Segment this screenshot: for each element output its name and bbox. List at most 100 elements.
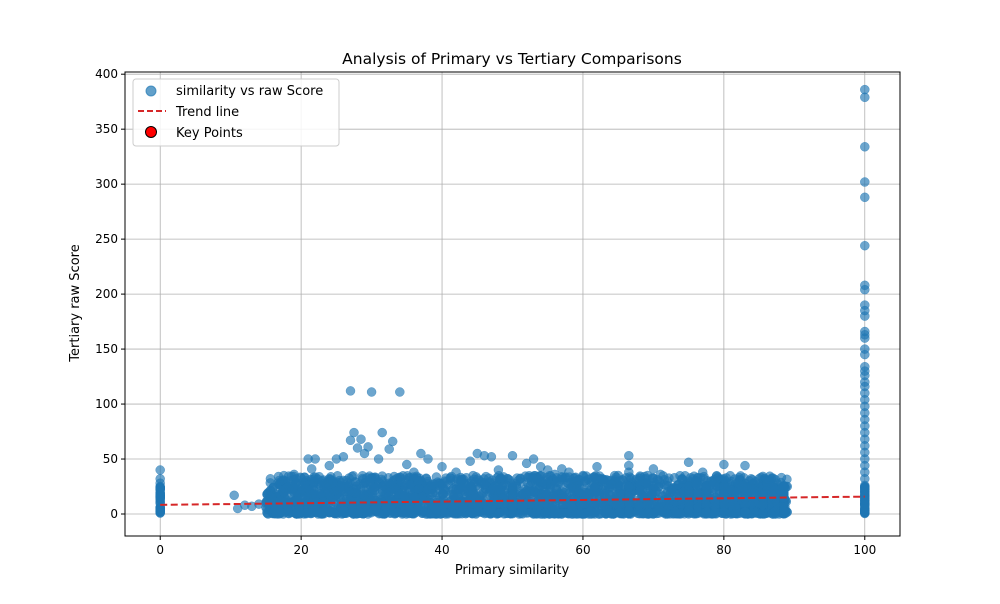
data-point (782, 481, 793, 492)
x-tick-label: 60 (575, 543, 590, 557)
data-point (568, 503, 578, 514)
data-point (719, 507, 729, 517)
data-point (426, 480, 437, 490)
data-point (614, 507, 625, 517)
data-point (647, 489, 657, 499)
data-point (768, 473, 778, 483)
data-point (552, 508, 563, 519)
y-tick-label: 0 (110, 507, 118, 521)
data-point (507, 483, 518, 493)
data-point (395, 387, 405, 397)
data-point (482, 505, 492, 515)
data-point (494, 508, 505, 518)
data-point (602, 504, 612, 514)
data-point (268, 482, 278, 493)
data-point (709, 508, 719, 519)
y-tick-label: 100 (95, 397, 118, 411)
data-point (551, 485, 561, 495)
data-point (310, 454, 320, 464)
data-point (446, 495, 457, 506)
data-point (477, 492, 488, 502)
y-tick-label: 150 (95, 342, 118, 356)
data-point (730, 508, 741, 519)
data-point (384, 491, 394, 501)
x-tick-label: 0 (156, 543, 164, 557)
data-point (495, 487, 506, 498)
data-point (690, 476, 701, 486)
data-point (541, 488, 551, 498)
data-point (574, 508, 584, 519)
data-point (860, 177, 870, 187)
data-point (624, 450, 634, 461)
x-tick-label: 100 (853, 543, 876, 557)
data-point (669, 472, 680, 483)
data-point (389, 471, 399, 482)
data-point (273, 471, 284, 482)
data-point (860, 142, 870, 152)
data-point (338, 452, 349, 462)
data-point (580, 487, 590, 497)
legend-label-trend: Trend line (175, 105, 239, 120)
data-point (416, 448, 426, 459)
data-point (493, 465, 504, 475)
trend-line-layer (160, 495, 865, 506)
data-point (349, 427, 359, 438)
x-tick-label: 40 (434, 543, 449, 557)
y-tick-label: 200 (95, 287, 118, 301)
data-point (719, 474, 729, 484)
data-point (521, 458, 532, 469)
y-tick-label: 350 (95, 122, 118, 136)
data-point (683, 484, 694, 495)
data-point (409, 467, 419, 477)
data-point (307, 489, 317, 499)
data-point (457, 474, 467, 485)
data-point (291, 509, 302, 519)
data-point (402, 459, 412, 470)
data-point (860, 284, 870, 295)
plot-frame (124, 71, 901, 537)
data-point (437, 461, 447, 472)
data-point (317, 476, 328, 486)
data-point (624, 505, 634, 516)
legend: similarity vs raw Score Trend line Key P… (132, 78, 340, 147)
y-tick-label: 250 (95, 232, 118, 246)
data-point (356, 434, 366, 444)
x-axis-label: Primary similarity (455, 563, 570, 578)
data-point (624, 497, 634, 508)
data-point (321, 503, 332, 513)
data-point (351, 481, 362, 492)
data-point (683, 504, 694, 515)
data-point (705, 480, 715, 491)
data-point (306, 508, 317, 519)
y-tick-label: 400 (95, 67, 118, 81)
data-point (289, 469, 299, 480)
data-point (369, 485, 380, 496)
data-point (578, 470, 588, 481)
data-point (641, 478, 652, 488)
data-point (465, 456, 475, 466)
legend-marker-scatter (145, 85, 157, 97)
data-point (636, 508, 646, 519)
data-point (860, 240, 870, 251)
data-point (486, 452, 497, 462)
data-point (550, 469, 560, 480)
data-point (860, 92, 870, 103)
data-point (308, 476, 319, 487)
data-point (520, 484, 530, 495)
data-point (757, 500, 768, 510)
data-point (404, 504, 415, 515)
data-point (363, 442, 373, 452)
data-point (701, 490, 712, 500)
chart-title: Analysis of Primary vs Tertiary Comparis… (342, 50, 682, 68)
data-point (324, 460, 335, 471)
data-point (487, 475, 498, 485)
data-point (701, 509, 712, 519)
data-point (377, 427, 387, 438)
data-point (455, 486, 466, 496)
data-point (366, 387, 377, 397)
data-point (265, 474, 276, 484)
data-point (423, 454, 433, 464)
data-point (332, 471, 343, 481)
